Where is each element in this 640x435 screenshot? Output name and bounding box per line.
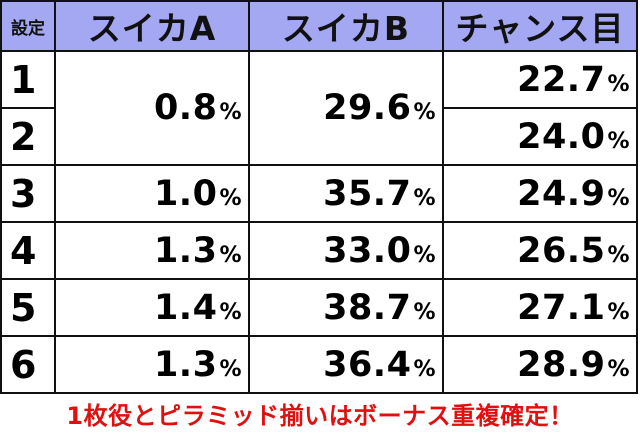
percent-sign: % (219, 242, 242, 268)
value-text: 1.0 (153, 173, 218, 214)
value-text: 36.4 (323, 344, 412, 385)
value-text: 33.0 (323, 230, 412, 271)
value-text: 35.7 (323, 173, 412, 214)
setting-cell: 2 (0, 107, 56, 166)
header-setting: 設定 (0, 0, 56, 52)
value-text: 22.7 (517, 59, 606, 100)
header-suika-a: スイカA (54, 0, 250, 52)
table-row: 6 1.3% 36.4% 28.9% (0, 335, 638, 394)
chance-cell: 24.9% (442, 164, 638, 223)
percent-sign: % (413, 100, 436, 125)
percent-sign: % (607, 356, 630, 382)
value-text: 28.9 (517, 344, 606, 385)
setting-cell: 4 (0, 221, 56, 280)
probability-table: 設定 スイカA スイカB チャンス目 1 0.8% 29.6% 22.7% 2 … (0, 0, 638, 394)
suika-a-cell: 1.3% (54, 335, 250, 394)
suika-a-cell: 0.8% (54, 50, 250, 166)
percent-sign: % (607, 185, 630, 211)
percent-sign: % (219, 100, 242, 125)
table-header-row: 設定 スイカA スイカB チャンス目 (0, 0, 638, 52)
percent-sign: % (413, 242, 436, 268)
chance-cell: 22.7% (442, 50, 638, 109)
percent-sign: % (413, 299, 436, 325)
chance-cell: 26.5% (442, 221, 638, 280)
table-row: 2 24.0% (0, 107, 638, 166)
percent-sign: % (607, 299, 630, 325)
suika-a-cell: 1.4% (54, 278, 250, 337)
suika-a-cell: 1.3% (54, 221, 250, 280)
suika-b-cell: 36.4% (248, 335, 444, 394)
percent-sign: % (413, 356, 436, 382)
table-row: 3 1.0% 35.7% 24.9% (0, 164, 638, 223)
suika-b-cell: 38.7% (248, 278, 444, 337)
probability-table-container: 設定 スイカA スイカB チャンス目 1 0.8% 29.6% 22.7% 2 … (0, 0, 638, 394)
value-text: 26.5 (517, 230, 606, 271)
chance-cell: 27.1% (442, 278, 638, 337)
value-text: 1.4 (153, 287, 218, 328)
suika-a-cell: 1.0% (54, 164, 250, 223)
percent-sign: % (607, 242, 630, 268)
chance-cell: 24.0% (442, 107, 638, 166)
setting-cell: 5 (0, 278, 56, 337)
table-row: 5 1.4% 38.7% 27.1% (0, 278, 638, 337)
suika-b-cell: 29.6% (248, 50, 444, 166)
suika-b-cell: 33.0% (248, 221, 444, 280)
value-text: 29.6 (323, 88, 412, 128)
table-row: 1 0.8% 29.6% 22.7% (0, 50, 638, 166)
value-text: 38.7 (323, 287, 412, 328)
percent-sign: % (219, 299, 242, 325)
value-text: 24.0 (517, 116, 606, 157)
value-text: 24.9 (517, 173, 606, 214)
percent-sign: % (219, 356, 242, 382)
percent-sign: % (607, 71, 630, 97)
value-text: 0.8 (153, 88, 218, 128)
setting-cell: 6 (0, 335, 56, 394)
percent-sign: % (413, 185, 436, 211)
table-row: 4 1.3% 33.0% 26.5% (0, 221, 638, 280)
setting-cell: 3 (0, 164, 56, 223)
value-text: 27.1 (517, 287, 606, 328)
suika-b-cell: 35.7% (248, 164, 444, 223)
header-suika-b: スイカB (248, 0, 444, 52)
value-text: 1.3 (153, 230, 218, 271)
percent-sign: % (219, 185, 242, 211)
footer-note: 1枚役とピラミッド揃いはボーナス重複確定！ (66, 402, 574, 430)
setting-cell: 1 (0, 50, 56, 109)
value-text: 1.3 (153, 344, 218, 385)
percent-sign: % (607, 128, 630, 154)
chance-cell: 28.9% (442, 335, 638, 394)
header-chance-me: チャンス目 (442, 0, 638, 52)
